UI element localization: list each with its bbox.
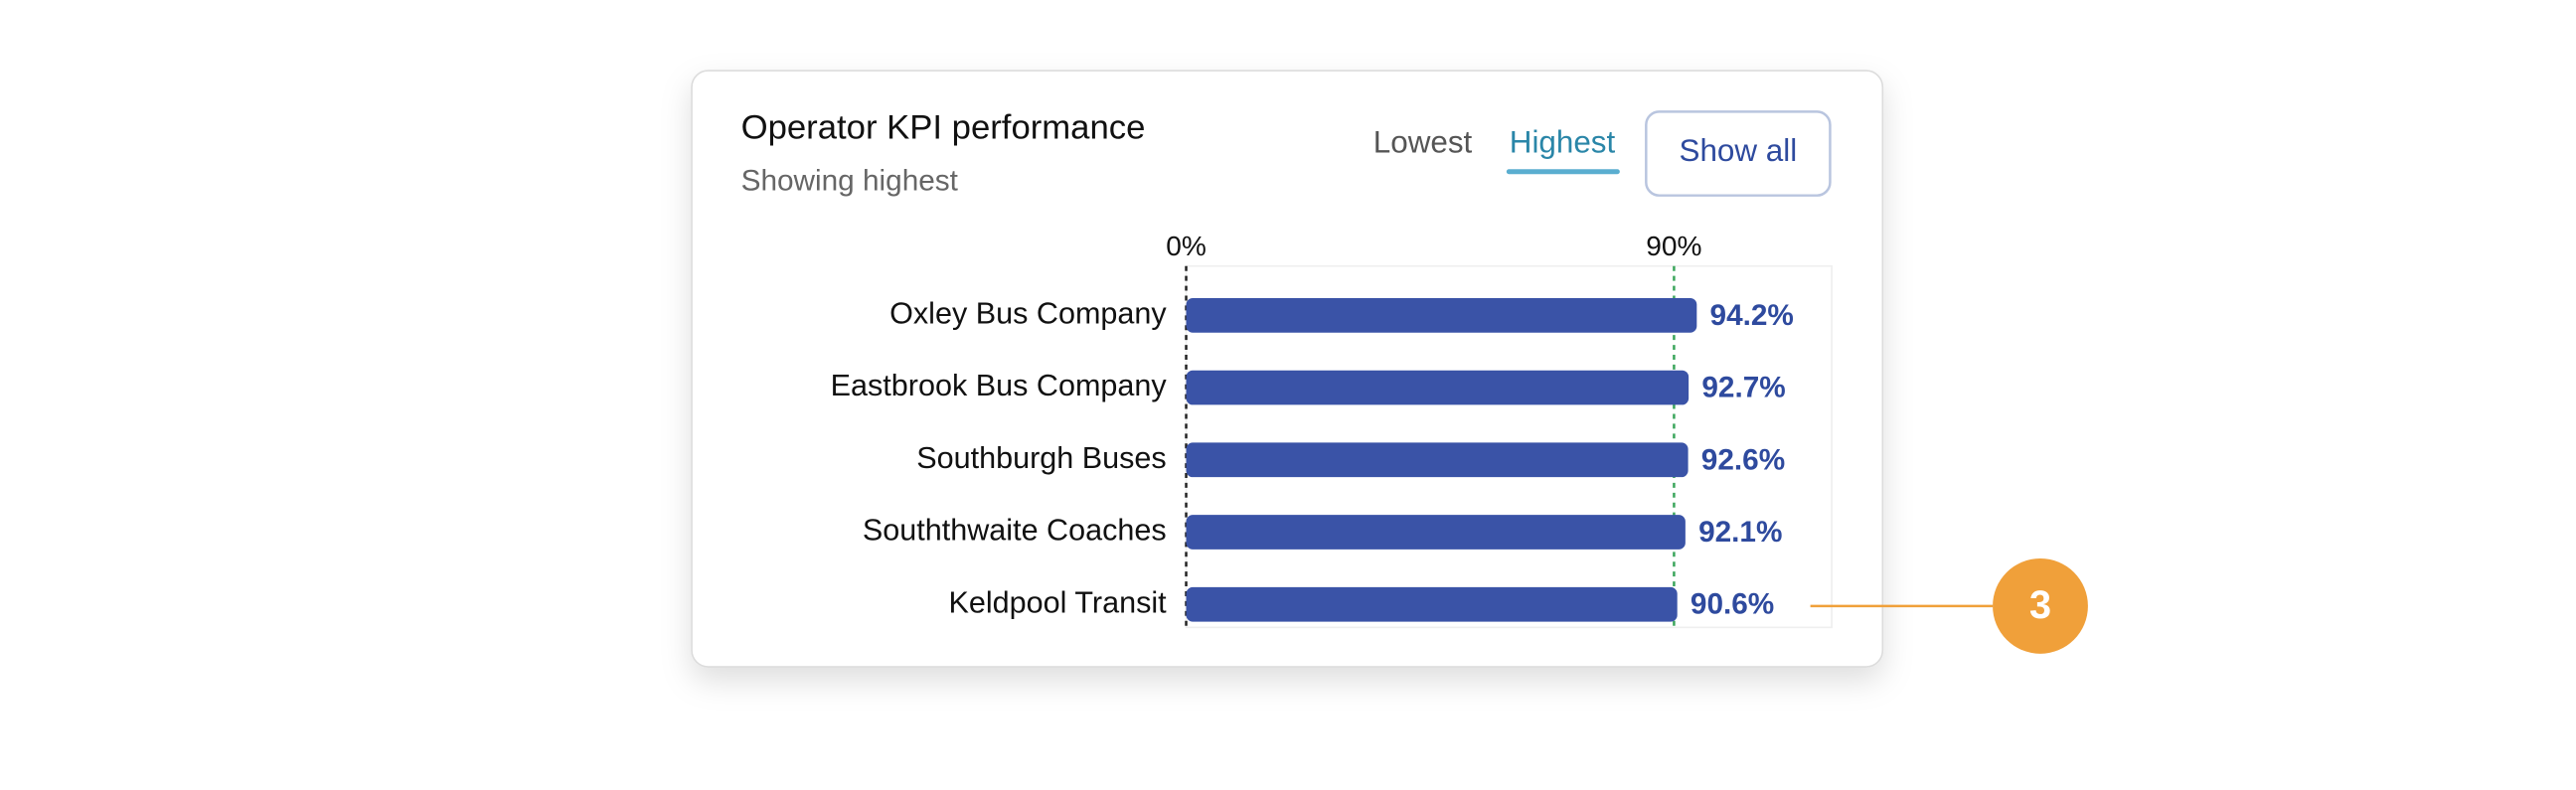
tab-active[interactable]: Highest <box>1510 125 1616 160</box>
value-label: 92.7% <box>1701 372 1785 404</box>
callout-badge <box>1993 557 2088 654</box>
show-all-button[interactable] <box>1645 110 1832 197</box>
category-label: Keldpool Transit <box>949 585 1168 619</box>
bar <box>1186 586 1678 622</box>
x-tick-label: 0% <box>1166 231 1207 261</box>
callout-number: 3 <box>2029 583 2051 627</box>
value-label: 92.1% <box>1698 516 1782 549</box>
bar <box>1186 297 1697 333</box>
chart-subtitle: Showing highest <box>741 164 959 197</box>
category-label: Souththwaite Coaches <box>863 514 1167 548</box>
chart-title: Operator KPI performance <box>741 109 1146 147</box>
tab[interactable]: Lowest <box>1373 125 1473 160</box>
bar <box>1186 370 1690 405</box>
category-label: Eastbrook Bus Company <box>831 369 1168 402</box>
value-label: 94.2% <box>1710 299 1794 332</box>
value-label: 90.6% <box>1690 588 1774 621</box>
x-tick-label: 90% <box>1646 231 1701 261</box>
category-label: Southburgh Buses <box>916 441 1166 475</box>
bar <box>1186 515 1686 550</box>
category-label: Oxley Bus Company <box>889 296 1167 330</box>
tab-underline <box>1506 169 1620 175</box>
button-label[interactable]: Show all <box>1680 133 1798 168</box>
bar <box>1186 442 1689 478</box>
value-label: 92.6% <box>1701 443 1785 476</box>
